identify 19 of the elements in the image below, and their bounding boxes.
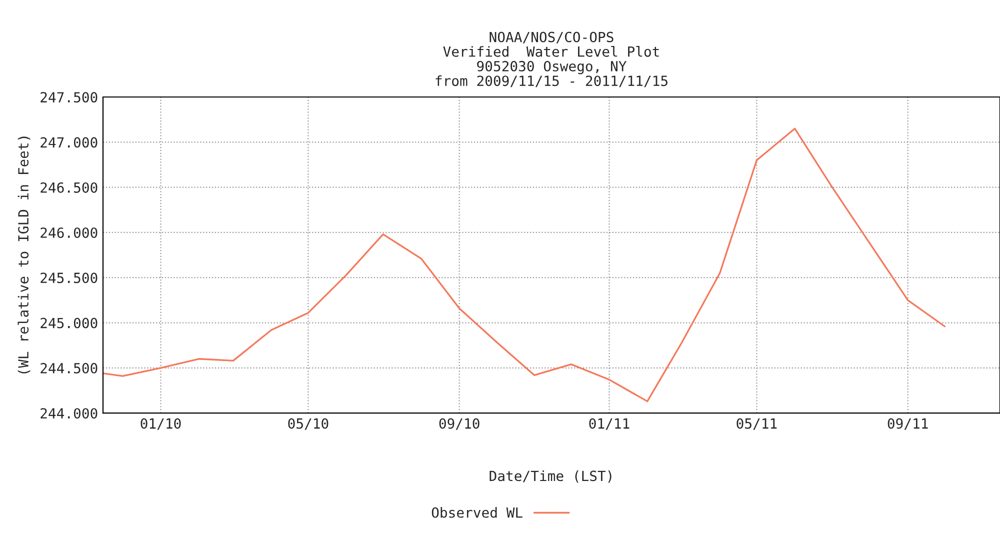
line-series xyxy=(103,128,946,402)
chart-title: NOAA/NOS/CO-OPS Verified Water Level Plot 9052030 Oswego, NY from 2009/11/15 - 2011/11/15 xyxy=(436,32,668,88)
y-tick-label: 245.500 xyxy=(40,272,98,284)
x-tick-label: 05/11 xyxy=(736,418,777,430)
y-axis-title: (WL relative to IGLD in Feet) xyxy=(18,136,30,374)
y-tick-label: 244.500 xyxy=(40,362,98,374)
y-tick-label: 245.000 xyxy=(40,318,98,328)
x-tick-label: 01/10 xyxy=(140,418,181,430)
x-tick-label: 01/11 xyxy=(589,418,630,430)
legend-label: Observed WL xyxy=(432,507,522,518)
x-tick-label: 09/11 xyxy=(888,418,928,430)
x-tick-label: 09/10 xyxy=(439,418,480,430)
y-tick-label: 246.000 xyxy=(40,227,98,238)
x-tick-label: 05/10 xyxy=(288,418,328,430)
y-tick-label: 247.000 xyxy=(40,137,98,148)
y-tick-label: 247.500 xyxy=(40,92,98,103)
x-axis-title: Date/Time (LST) xyxy=(490,470,612,483)
y-tick-label: 244.000 xyxy=(40,408,98,419)
y-tick-label: 246.500 xyxy=(40,182,98,193)
